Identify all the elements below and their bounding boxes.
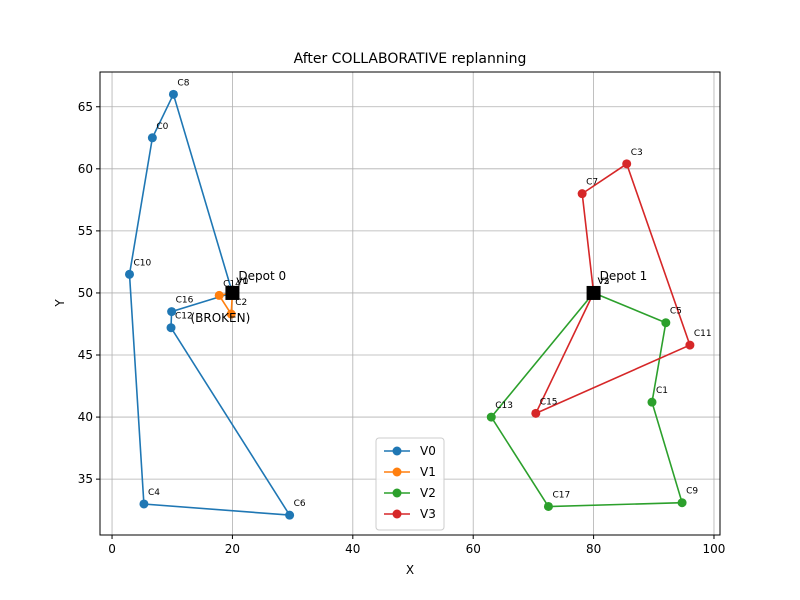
y-tick-label: 55: [78, 224, 93, 238]
y-tick-label: 40: [78, 410, 93, 424]
legend-swatch-marker: [392, 446, 402, 456]
point-label: C1: [656, 386, 668, 396]
legend-swatch-marker: [392, 488, 402, 498]
route-point: [214, 290, 224, 300]
point-label: C2: [235, 298, 247, 308]
route-point: [622, 159, 632, 169]
y-tick-label: 45: [78, 348, 93, 362]
legend-label: V3: [420, 507, 436, 521]
series-v3: [531, 159, 695, 418]
legend-item-v0: V0: [384, 444, 436, 458]
depot-marker: [225, 285, 240, 300]
route-point: [167, 307, 177, 317]
route-line-v3: [534, 162, 691, 416]
legend-label: V2: [420, 486, 436, 500]
y-tick-label: 35: [78, 472, 93, 486]
axes-frame: [99, 71, 721, 536]
y-tick-label: 65: [78, 100, 93, 114]
point-label: C12: [175, 312, 193, 322]
y-tick-label: 50: [78, 286, 93, 300]
y-tick-label: 60: [78, 162, 93, 176]
route-point: [226, 309, 236, 319]
chart-title: After COLLABORATIVE replanning: [294, 51, 527, 67]
point-label: C9: [686, 487, 698, 497]
route-point: [166, 323, 176, 333]
legend-item-v3: V3: [384, 507, 436, 521]
legend-box: [375, 437, 445, 531]
x-tick-label: 80: [586, 542, 601, 556]
route-point: [139, 499, 149, 509]
point-label: C15: [540, 397, 558, 407]
point-label: C7: [586, 178, 598, 188]
depot-marker: [586, 285, 601, 300]
x-tick-label: 100: [703, 542, 726, 556]
point-label: C11: [694, 329, 712, 339]
legend-swatch-marker: [392, 509, 402, 519]
point-label: V3: [598, 277, 610, 287]
point-label: C13: [495, 401, 513, 411]
x-axis-label: X: [406, 563, 414, 577]
point-label: V0: [236, 277, 248, 287]
point-label: C5: [670, 307, 682, 317]
route-point: [647, 397, 657, 407]
route-point: [531, 408, 541, 418]
depot-label: Depot 1: [600, 269, 648, 283]
y-axis-label: Y: [53, 299, 67, 308]
route-point: [147, 133, 157, 143]
legend-label: V0: [420, 444, 436, 458]
route-point: [285, 510, 295, 520]
route-point: [124, 269, 134, 279]
x-tick-label: 40: [345, 542, 360, 556]
x-tick-label: 20: [225, 542, 240, 556]
legend-label: V1: [420, 465, 436, 479]
route-point: [168, 89, 178, 99]
point-label: C17: [552, 490, 570, 500]
x-tick-label: 0: [108, 542, 116, 556]
route-point: [685, 340, 695, 350]
depot-label: Depot 0: [238, 269, 286, 283]
legend: V0 V1 V2 V3: [375, 437, 445, 531]
route-point: [543, 501, 553, 511]
route-point: [486, 412, 496, 422]
point-label: C8: [177, 78, 189, 88]
point-label: V1: [236, 277, 248, 287]
point-label: C0: [156, 122, 168, 132]
broken-annotation: (BROKEN): [190, 311, 250, 325]
legend-item-v2: V2: [384, 486, 436, 500]
point-label: C14: [223, 279, 241, 289]
route-point: [577, 189, 587, 199]
point-label: C3: [631, 148, 643, 158]
point-label: C16: [176, 296, 194, 306]
depot-layer: [225, 285, 601, 300]
point-label: C10: [133, 258, 151, 268]
route-point: [661, 318, 671, 328]
x-tick-label: 60: [466, 542, 481, 556]
point-label: C4: [148, 488, 160, 498]
point-label: V2: [598, 277, 610, 287]
point-label: C6: [294, 499, 306, 509]
legend-swatch-marker: [392, 467, 402, 477]
ticks: 0 20 40 60 80 100 35 40 45 50 55 60 65: [78, 100, 726, 556]
route-point: [677, 498, 687, 508]
legend-item-v1: V1: [384, 465, 436, 479]
